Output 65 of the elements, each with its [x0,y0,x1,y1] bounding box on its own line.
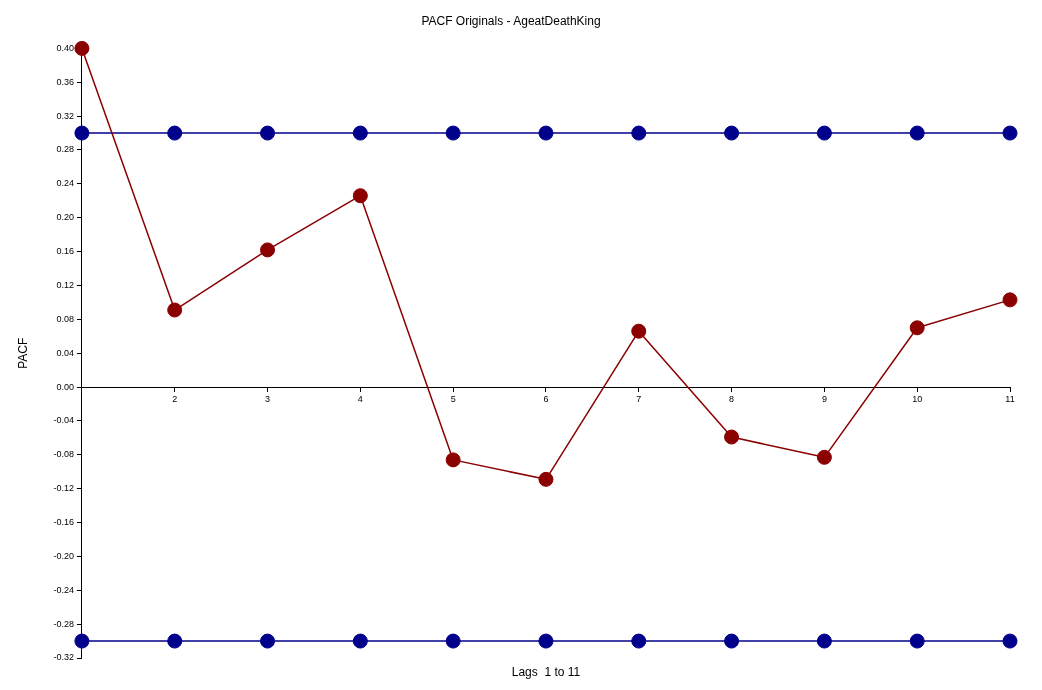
point [260,242,276,258]
y-tick-label: -0.20 [53,550,74,561]
y-tick-label: 0.40 [56,42,74,53]
point [909,320,925,336]
point [816,633,832,649]
point [724,429,740,445]
point [260,125,276,141]
point [445,125,461,141]
x-tick-label: 11 [1005,393,1015,404]
x-tick-label: 10 [912,393,923,404]
y-tick-label: -0.04 [53,415,74,426]
point [445,452,461,468]
point [260,633,276,649]
point [724,633,740,649]
x-tick-label: 3 [265,393,271,404]
y-tick-label: 0.00 [56,381,74,392]
x-tick-label: 6 [543,393,549,404]
point [352,188,368,204]
point [816,125,832,141]
y-tick-label: -0.32 [53,652,74,663]
point [167,633,183,649]
y-tick-label: 0.32 [56,110,74,121]
point [631,633,647,649]
point [816,449,832,465]
y-tick-label: -0.12 [53,483,74,494]
point [74,125,90,141]
point [724,125,740,141]
x-tick-label: 5 [450,393,456,404]
point [352,633,368,649]
point [167,302,183,318]
point [1002,633,1018,649]
x-tick-label: 7 [636,393,642,404]
point [909,633,925,649]
point [538,471,554,487]
y-tick-label: 0.20 [56,212,74,223]
point [352,125,368,141]
chart-title: PACF Originals - AgeatDeathKing [421,13,601,28]
x-tick-label: 4 [357,393,363,404]
point [538,633,554,649]
y-tick-label: 0.36 [56,76,74,87]
y-tick-label: 0.08 [56,313,74,324]
point [538,125,554,141]
point [1002,125,1018,141]
point [74,633,90,649]
point [167,125,183,141]
y-tick-label: -0.08 [53,449,74,460]
x-axis-title: Lags 1 to 11 [511,665,581,679]
y-tick-label: -0.24 [53,584,74,595]
y-tick-label: 0.28 [56,144,74,155]
x-tick-label: 9 [821,393,827,404]
x-tick-label: 8 [729,393,735,404]
point [631,323,647,339]
y-axis-title: PACF [15,337,30,369]
point [1002,292,1018,308]
point [631,125,647,141]
x-tick-label: 2 [172,393,178,404]
y-tick-label: -0.16 [53,517,74,528]
y-tick-label: -0.28 [53,618,74,629]
point [445,633,461,649]
y-tick-label: 0.04 [56,347,74,358]
point [909,125,925,141]
y-tick-label: 0.24 [56,178,74,189]
point [74,40,90,56]
y-tick-label: 0.16 [56,246,74,257]
y-tick-label: 0.12 [56,279,74,290]
